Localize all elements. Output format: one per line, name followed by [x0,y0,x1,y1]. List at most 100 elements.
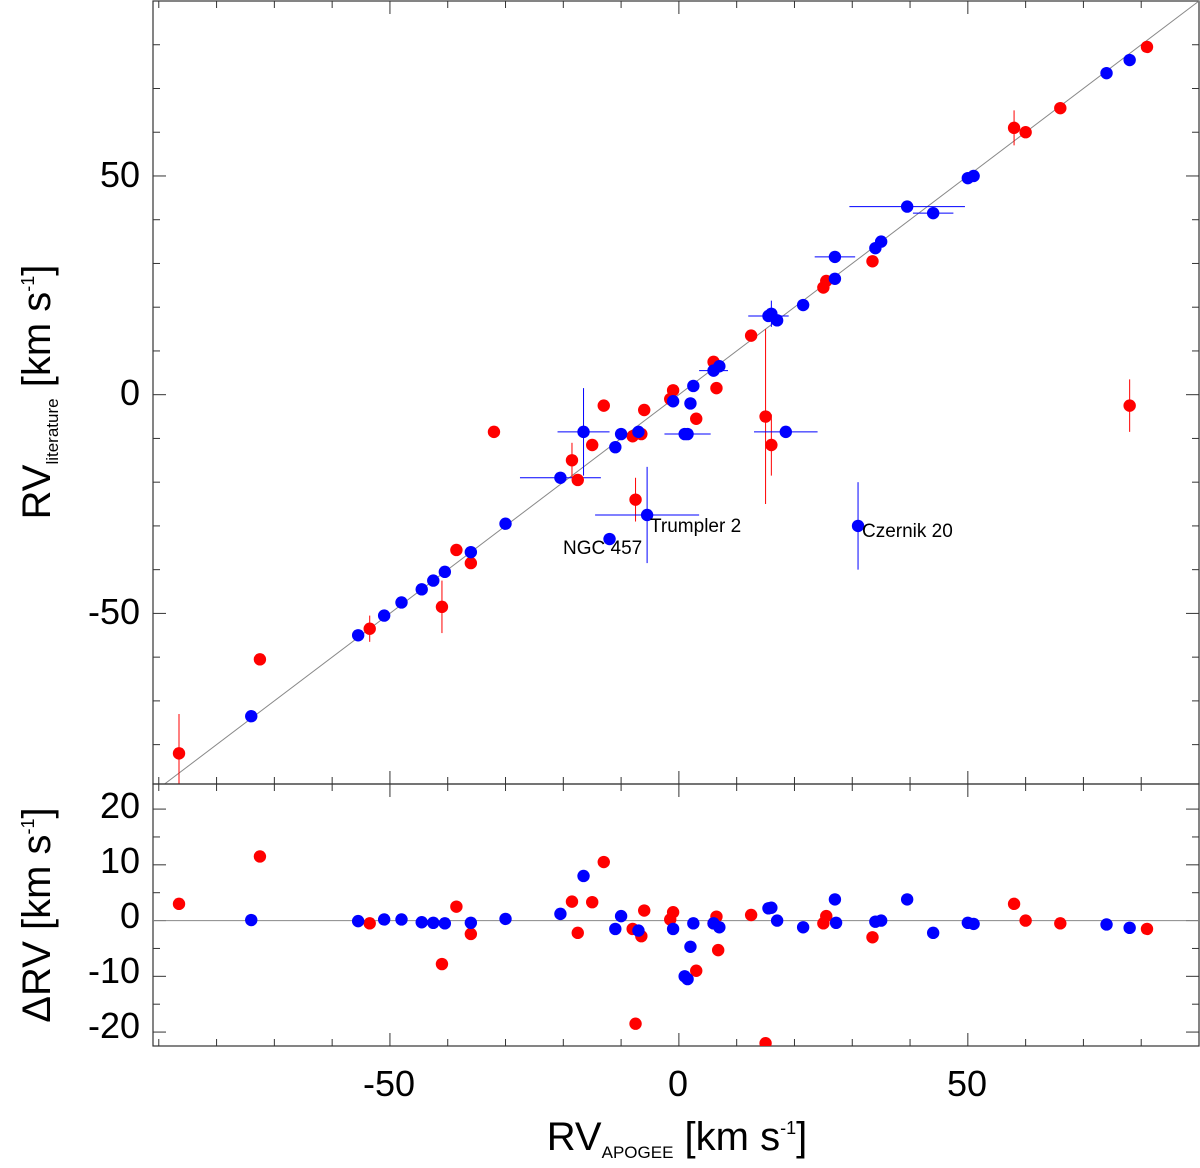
blue-residual-point [245,913,258,927]
blue-point [900,200,914,213]
blue-residual-point [377,913,391,926]
top-reference-line [164,0,1200,785]
blue-point [779,425,793,439]
blue-point [377,609,391,622]
blue-residual-point [577,869,590,883]
bottom-points [172,850,1154,1046]
blue-point [666,395,680,408]
red-point [253,653,267,666]
red-residual-point [711,943,725,957]
blue-point [926,206,940,220]
bottom-xtick-label-50: 50 [947,1063,987,1104]
red-point [1019,126,1032,139]
red-point [629,493,642,506]
blue-point [499,517,512,530]
blue-point [614,427,628,441]
blue-point [415,583,428,596]
blue-residual-point [684,940,697,953]
blue-point [681,427,694,441]
red-point [765,438,778,452]
annotation-czernik-20: Czernik 20 [862,521,953,542]
red-residual-point [820,909,833,923]
red-residual-point [565,895,579,908]
blue-residual-point [1123,921,1136,935]
one-to-one-line [164,0,1200,785]
blue-point [828,272,842,285]
red-point [744,329,758,342]
bottom-ytick-label-neg10: -10 [88,950,140,991]
blue-residual-point [415,916,428,929]
red-point [1123,399,1136,412]
red-residual-point [1140,922,1154,936]
red-point [1140,40,1154,54]
blue-residual-point [609,922,622,936]
red-residual-point [1019,914,1032,927]
red-residual-point [586,895,599,909]
top-panel: 50 0 -50 Trumpler 2 NGC 457 Czernik 20 R… [15,0,1200,785]
red-point [571,473,584,487]
blue-residual-point [351,914,365,928]
blue-residual-point [713,921,726,934]
blue-residual-point [395,913,408,926]
blue-residual-point [464,916,478,930]
blue-point [554,471,567,484]
blue-point [395,596,408,609]
blue-point [640,508,654,522]
blue-residual-point [666,922,680,936]
bottom-xtick-label-neg50: -50 [363,1063,415,1104]
blue-residual-point [796,921,810,934]
blue-point [632,425,645,439]
red-point [1007,121,1021,135]
blue-residual-point [427,916,440,930]
blue-point [713,360,726,373]
red-residual-point [866,931,879,944]
red-residual-point [172,897,186,911]
blue-residual-point [687,917,700,930]
red-residual-point [690,964,703,977]
bottom-ylabel: ΔRV [km s-1] [15,807,59,1022]
blue-residual-point [765,901,778,914]
blue-point [828,250,842,264]
blue-residual-point [632,924,645,937]
blue-point [684,397,697,410]
blue-point [427,574,440,587]
top-ytick-label-neg50: -50 [88,591,140,632]
red-point [1054,101,1067,115]
red-point [487,425,501,439]
red-residual-point [666,906,680,919]
blue-residual-point [614,909,628,923]
blue-residual-point [1100,918,1113,931]
red-point [690,412,703,425]
blue-residual-point [554,907,567,921]
top-error-bars [178,110,1131,784]
blue-point [967,169,980,183]
blue-point [851,519,865,533]
blue-residual-point [681,972,694,986]
red-point [586,438,599,452]
bottom-ytick-label-20: 20 [100,785,140,826]
red-point [638,403,651,417]
blue-residual-point [829,916,843,930]
blue-residual-point [828,893,842,906]
top-ticks [153,0,1200,784]
red-point [464,556,478,570]
red-residual-point [597,855,610,869]
blue-point [1123,53,1136,67]
top-points [172,40,1154,760]
red-residual-point [638,904,651,917]
red-residual-point [571,926,584,940]
annotation-ngc-457: NGC 457 [563,538,642,559]
top-ylabel: RVliterature [km s-1] [15,265,62,520]
bottom-ytick-label-neg20: -20 [88,1005,140,1046]
red-residual-point [629,1017,642,1030]
blue-point [438,565,452,579]
blue-residual-point [499,912,512,926]
bottom-ytick-label-10: 10 [100,840,140,881]
blue-point [577,425,590,439]
blue-point [351,629,365,642]
red-point [363,622,376,635]
red-residual-point [450,900,463,913]
blue-point [687,379,700,393]
blue-residual-point [770,914,784,927]
